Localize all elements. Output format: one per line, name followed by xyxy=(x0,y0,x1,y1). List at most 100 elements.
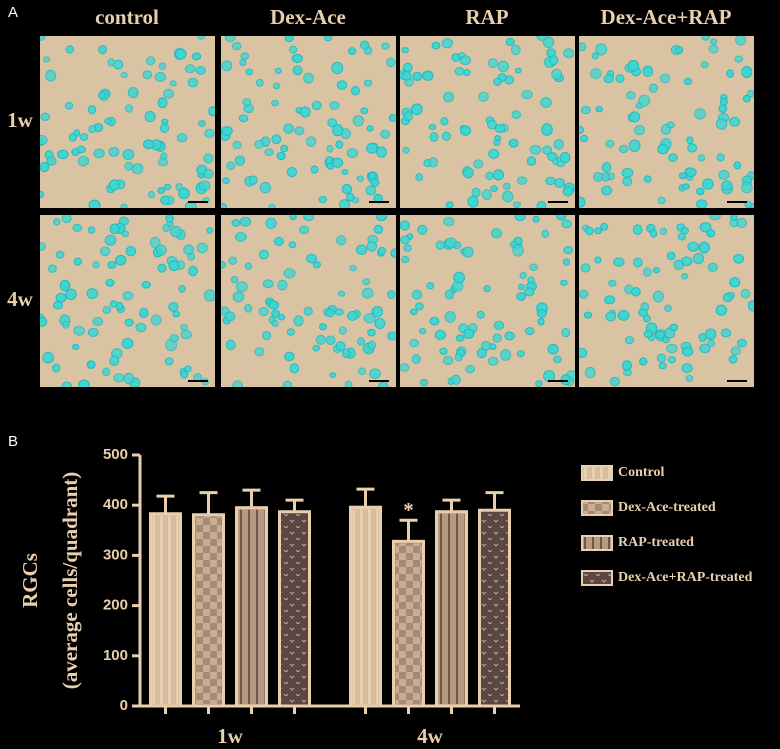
cell xyxy=(700,61,709,69)
cell xyxy=(299,225,310,235)
cell xyxy=(338,326,347,335)
cell xyxy=(729,277,741,288)
cell xyxy=(124,161,134,171)
cell xyxy=(45,69,57,82)
cell xyxy=(652,267,661,274)
cell xyxy=(355,244,368,256)
cell xyxy=(86,288,99,299)
cell xyxy=(336,235,347,246)
cell xyxy=(497,60,509,73)
cell xyxy=(667,356,676,364)
cell xyxy=(99,246,111,257)
cell xyxy=(283,268,296,279)
cell xyxy=(726,69,735,78)
cell xyxy=(652,290,664,303)
cell xyxy=(698,241,710,254)
cell xyxy=(72,343,80,351)
cell xyxy=(268,300,280,310)
cell xyxy=(521,89,533,100)
cell xyxy=(579,125,585,134)
cell xyxy=(547,343,559,355)
cell xyxy=(123,372,134,385)
x-tick-label: 4w xyxy=(417,724,444,748)
cell xyxy=(79,132,89,141)
cell xyxy=(555,215,567,221)
cell xyxy=(325,308,336,318)
cell xyxy=(175,183,183,191)
cell xyxy=(280,144,289,153)
cell xyxy=(562,186,574,197)
cell xyxy=(735,36,747,46)
cell xyxy=(122,149,135,160)
cell xyxy=(628,111,641,123)
cell xyxy=(442,355,454,365)
cell xyxy=(294,126,305,136)
cell xyxy=(435,240,445,250)
cell xyxy=(462,246,474,258)
cell xyxy=(245,68,254,76)
cell xyxy=(562,258,571,266)
cell xyxy=(284,36,294,43)
cell xyxy=(542,145,553,155)
cell xyxy=(742,94,751,103)
y-axis-title: RGCs xyxy=(18,553,42,608)
cell xyxy=(276,151,286,161)
cell xyxy=(180,370,189,379)
legend-swatch-pattern xyxy=(583,467,611,479)
cell xyxy=(291,53,303,63)
cell xyxy=(649,229,658,238)
cell xyxy=(696,187,705,196)
cell xyxy=(419,378,429,387)
cell xyxy=(312,261,321,269)
legend-label: RAP-treated xyxy=(618,535,694,550)
cell xyxy=(254,347,265,357)
cell xyxy=(108,146,120,157)
cell xyxy=(659,227,668,236)
cell xyxy=(541,229,550,239)
cell xyxy=(584,366,596,379)
cell xyxy=(109,355,120,367)
cell xyxy=(365,185,377,196)
cell xyxy=(168,302,179,312)
cell xyxy=(594,227,603,235)
cell xyxy=(552,158,560,165)
cell xyxy=(242,98,252,107)
cell xyxy=(347,47,357,56)
cell xyxy=(244,262,253,270)
cell xyxy=(125,246,137,257)
cell xyxy=(97,91,106,100)
cell xyxy=(371,306,384,318)
row-label: 4w xyxy=(7,287,34,311)
cell xyxy=(417,224,428,235)
cell xyxy=(487,356,499,366)
cell xyxy=(234,155,246,166)
cell xyxy=(659,73,671,84)
cell xyxy=(517,283,525,291)
cell xyxy=(68,132,77,142)
cell xyxy=(198,120,206,127)
cell xyxy=(88,199,101,208)
cell xyxy=(104,234,117,246)
y-tick-label: 300 xyxy=(103,546,128,563)
cell xyxy=(411,289,423,300)
cell xyxy=(312,344,320,352)
cell xyxy=(184,64,196,74)
cell xyxy=(444,289,455,300)
cell xyxy=(352,114,364,127)
cell xyxy=(536,309,547,318)
cell xyxy=(400,235,411,245)
cell xyxy=(204,128,215,138)
cell xyxy=(363,313,376,324)
cell xyxy=(709,38,718,46)
cell xyxy=(363,79,373,87)
cell xyxy=(175,48,187,60)
cell xyxy=(325,335,336,345)
cell xyxy=(740,288,751,299)
cell xyxy=(560,279,568,286)
cell xyxy=(360,107,369,115)
cell xyxy=(40,112,51,122)
cell xyxy=(683,77,693,86)
cell xyxy=(386,57,396,68)
cell xyxy=(113,59,124,70)
cell xyxy=(720,328,732,338)
